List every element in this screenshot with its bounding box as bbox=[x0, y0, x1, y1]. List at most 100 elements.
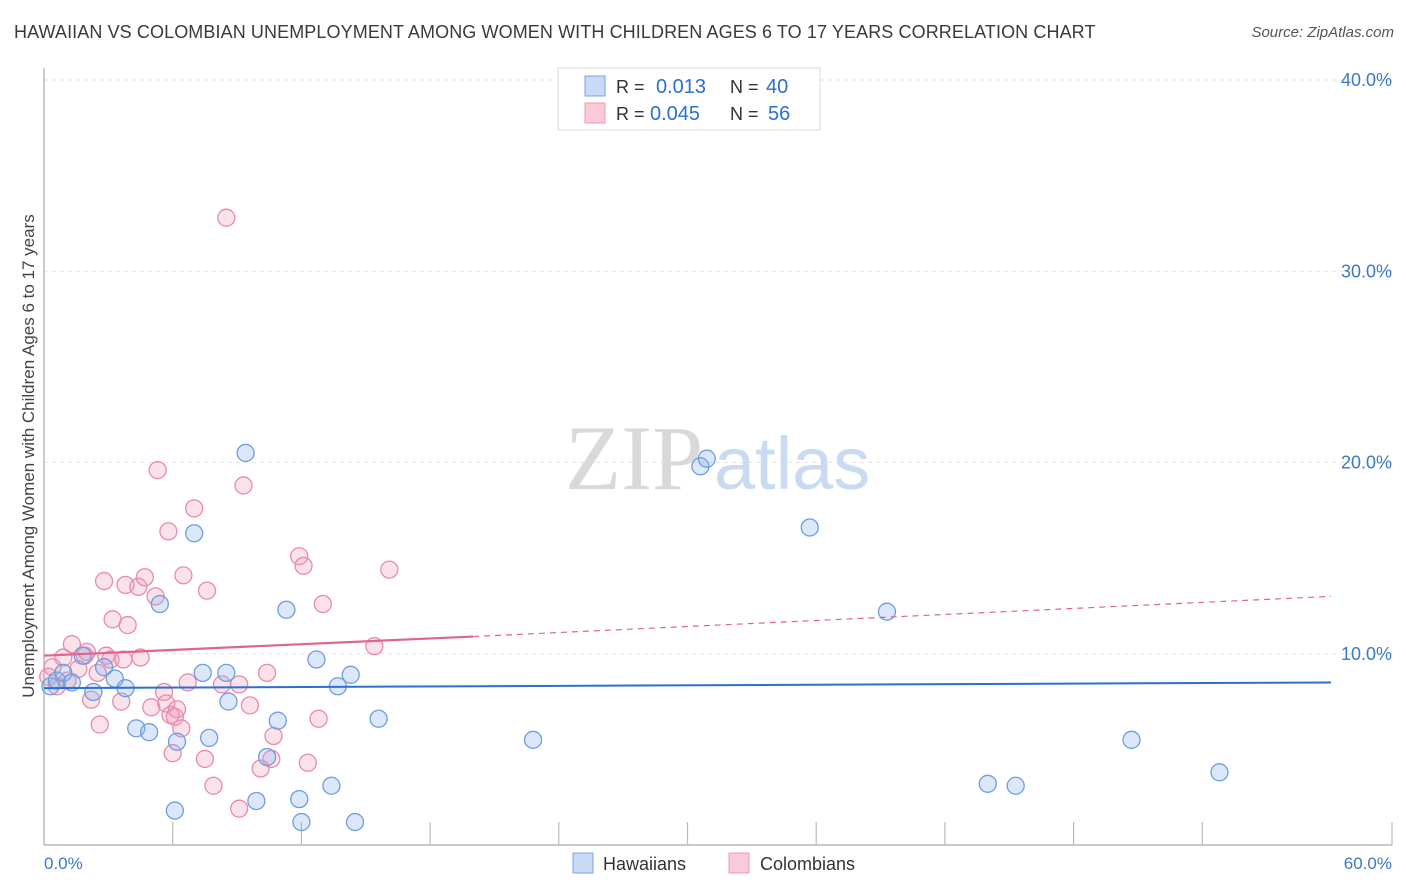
hawaiian-point bbox=[307, 650, 326, 669]
legend-n-label-colombians: N = bbox=[730, 104, 759, 124]
axes bbox=[43, 68, 1392, 846]
y-tick-label: 10.0% bbox=[1341, 644, 1392, 664]
colombian-point bbox=[217, 208, 236, 227]
colombians-trend-line-extended bbox=[472, 595, 1332, 638]
colombian-point bbox=[264, 726, 283, 746]
hawaiian-point bbox=[1006, 776, 1025, 795]
colombian-point bbox=[54, 648, 73, 667]
colombian-point bbox=[131, 648, 150, 667]
hawaiian-point bbox=[1210, 763, 1229, 782]
colombian-point bbox=[290, 547, 309, 566]
bottom-legend-label-hawaiians: Hawaiians bbox=[603, 854, 686, 874]
colombians-trend-line bbox=[43, 635, 474, 657]
source-credit: Source: ZipAtlas.com bbox=[1251, 24, 1394, 41]
hawaiian-point bbox=[697, 449, 716, 468]
hawaiian-point bbox=[84, 682, 103, 702]
colombian-point bbox=[184, 499, 204, 518]
hawaiian-point bbox=[94, 657, 114, 677]
hawaiian-point bbox=[369, 709, 388, 728]
hawaiian-point bbox=[345, 812, 365, 832]
hawaiian-point bbox=[184, 524, 204, 543]
watermark-atlas: atlas bbox=[714, 422, 870, 505]
colombian-point bbox=[195, 749, 215, 769]
hawaiian-point bbox=[277, 600, 296, 619]
colombian-point bbox=[204, 776, 223, 795]
colombian-point bbox=[163, 744, 182, 763]
legend-r-value-colombians: 0.045 bbox=[650, 103, 700, 125]
legend-swatch-colombians bbox=[584, 102, 606, 124]
hawaiian-point bbox=[236, 443, 255, 463]
hawaiian-point bbox=[139, 723, 159, 742]
hawaiian-point bbox=[167, 732, 187, 751]
colombian-point bbox=[167, 700, 187, 719]
hawaiian-point bbox=[341, 665, 360, 684]
hawaiian-point bbox=[62, 673, 82, 692]
colombian-point bbox=[62, 635, 82, 654]
colombians-points bbox=[39, 208, 399, 818]
y-tick-label: 30.0% bbox=[1341, 261, 1392, 281]
legend-r-label-hawaiians: R = bbox=[616, 77, 645, 97]
hawaiian-point bbox=[1122, 730, 1141, 749]
bottom-legend-label-colombians: Colombians bbox=[760, 854, 855, 874]
colombian-point bbox=[129, 577, 148, 596]
hawaiian-point bbox=[800, 518, 819, 537]
hawaiian-point bbox=[290, 789, 309, 809]
bottom-legend-swatch-colombians bbox=[728, 852, 750, 874]
hawaiian-point bbox=[268, 711, 287, 730]
legend-n-value-hawaiians: 40 bbox=[766, 76, 788, 98]
colombian-point bbox=[380, 560, 399, 579]
hawaiian-point bbox=[978, 774, 997, 793]
hawaiian-point bbox=[877, 602, 897, 621]
trend-lines bbox=[43, 595, 1332, 690]
hawaiian-point bbox=[193, 663, 212, 683]
colombian-point bbox=[313, 594, 333, 614]
x-axis-ticks bbox=[172, 822, 1393, 845]
bottom-legend-swatch-hawaiians bbox=[572, 852, 594, 874]
legend-r-value-hawaiians: 0.013 bbox=[656, 76, 706, 98]
colombian-point bbox=[230, 799, 249, 818]
legend-r-label-colombians: R = bbox=[616, 104, 645, 124]
colombian-point bbox=[94, 571, 114, 591]
x-tick-label-max: 60.0% bbox=[1344, 854, 1392, 873]
hawaiian-point bbox=[73, 646, 92, 665]
colombian-point bbox=[148, 460, 167, 480]
hawaiian-point bbox=[523, 730, 543, 749]
colombian-point bbox=[114, 650, 133, 669]
watermark: ZIP atlas bbox=[565, 407, 870, 509]
hawaiian-point bbox=[217, 663, 236, 683]
gridlines bbox=[44, 79, 1392, 655]
colombian-point bbox=[230, 675, 249, 694]
colombian-point bbox=[257, 663, 277, 683]
x-tick-label-min: 0.0% bbox=[44, 854, 83, 873]
colombian-point bbox=[240, 696, 260, 715]
colombian-point bbox=[135, 568, 154, 587]
colombian-point bbox=[118, 615, 137, 635]
hawaiian-point bbox=[150, 594, 169, 614]
y-tick-label: 20.0% bbox=[1341, 453, 1392, 473]
colombian-point bbox=[174, 566, 193, 585]
colombian-point bbox=[90, 715, 109, 734]
hawaiian-point bbox=[219, 692, 238, 711]
hawaiian-point bbox=[165, 801, 184, 820]
legend-swatch-hawaiians bbox=[584, 75, 606, 97]
legend-n-value-colombians: 56 bbox=[768, 103, 790, 125]
colombian-point bbox=[159, 522, 178, 541]
y-tick-label: 40.0% bbox=[1341, 70, 1392, 90]
colombian-point bbox=[234, 476, 253, 495]
hawaiian-point bbox=[200, 728, 219, 748]
hawaiian-point bbox=[292, 812, 311, 832]
colombian-point bbox=[157, 694, 176, 713]
hawaiians-points bbox=[41, 443, 1229, 832]
colombian-point bbox=[298, 753, 317, 772]
hawaiian-point bbox=[322, 776, 341, 795]
hawaiian-point bbox=[247, 791, 266, 811]
x-axis-tick-labels: 0.0% 60.0% bbox=[44, 854, 1392, 873]
chart-title: HAWAIIAN VS COLOMBIAN UNEMPLOYMENT AMONG… bbox=[14, 22, 1096, 42]
watermark-zip: ZIP bbox=[565, 407, 703, 509]
hawaiians-trend-line bbox=[43, 681, 1332, 690]
bottom-legend: Hawaiians Colombians bbox=[572, 852, 855, 874]
legend-box: R = 0.013 N = 40 R = 0.045 N = 56 bbox=[557, 67, 821, 131]
colombian-point bbox=[142, 698, 161, 717]
colombian-point bbox=[294, 556, 313, 575]
